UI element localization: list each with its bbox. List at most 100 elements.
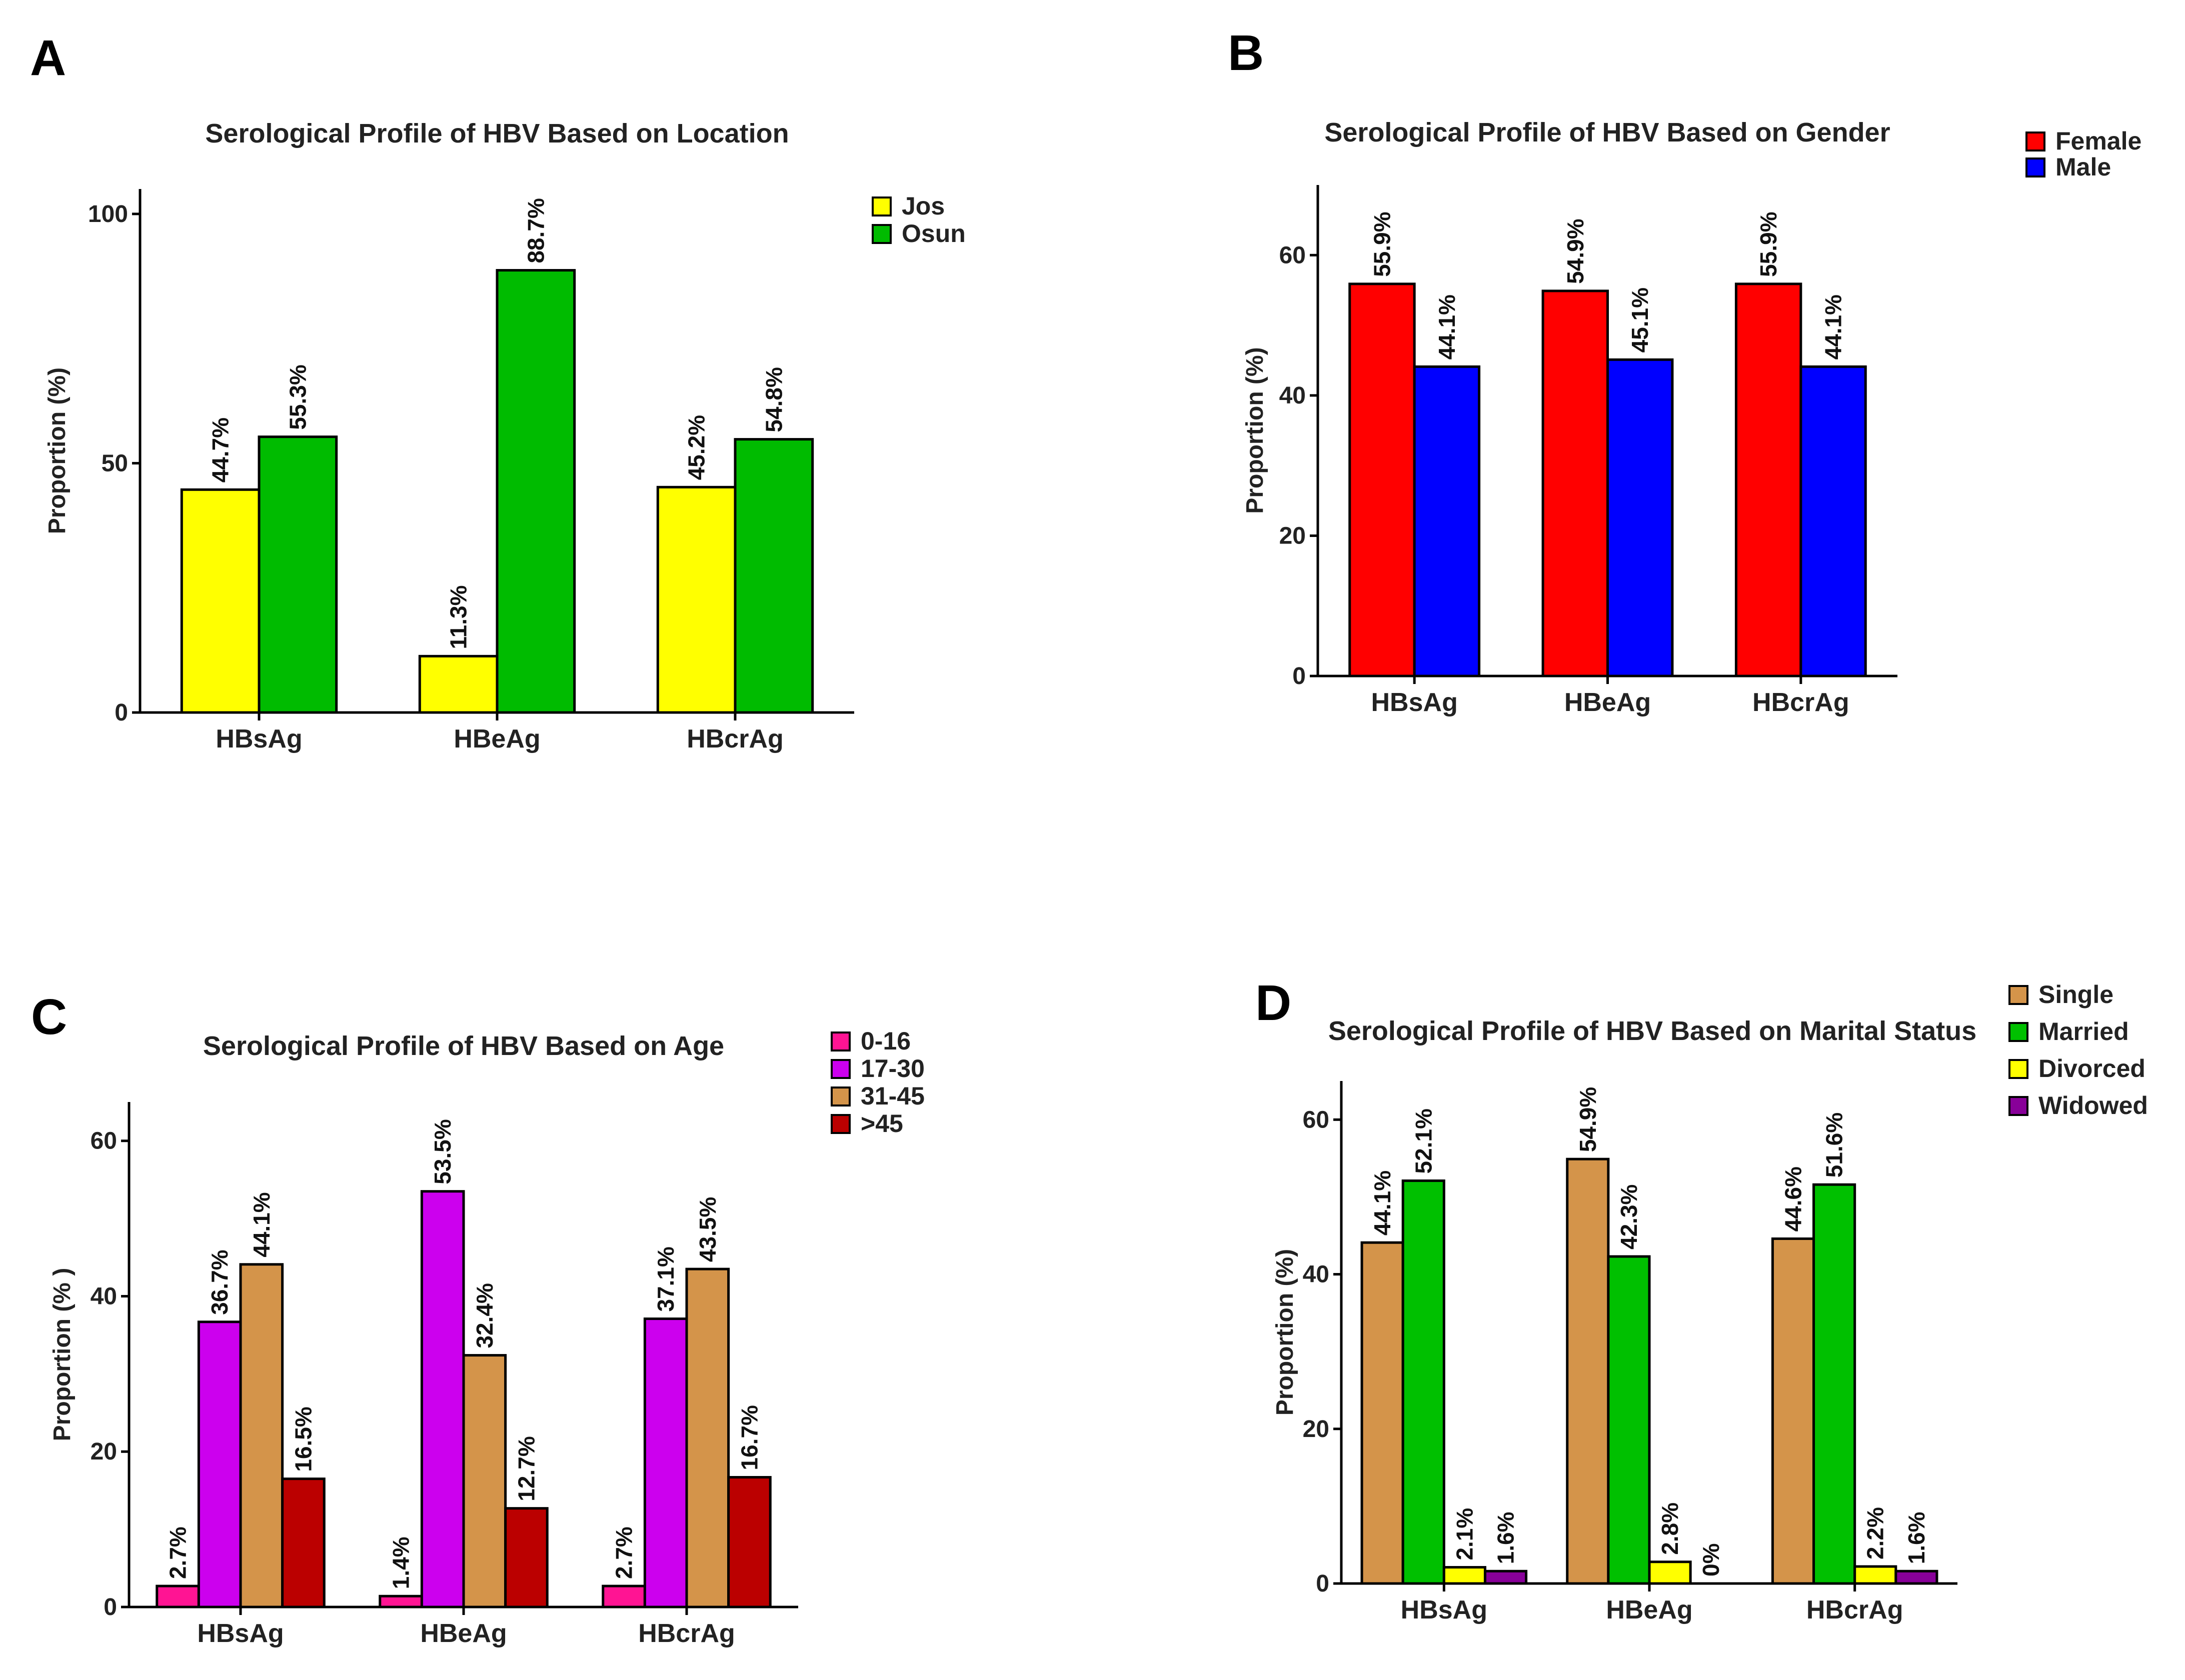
data-label: 55.9%	[1755, 212, 1781, 276]
data-label: 32.4%	[472, 1283, 498, 1348]
x-tick-label: HBsAg	[216, 724, 302, 754]
data-label: 44.7%	[208, 418, 234, 482]
y-tick-label: 0	[104, 1594, 117, 1620]
x-tick-label: HBcrAg	[638, 1619, 735, 1648]
panel-label: D	[1255, 975, 1291, 1031]
data-label: 2.1%	[1451, 1508, 1477, 1560]
data-label: 88.7%	[523, 198, 549, 263]
y-tick-label: 20	[1303, 1416, 1329, 1442]
legend-swatch	[2008, 1059, 2028, 1079]
x-tick-label: HBsAg	[1371, 688, 1457, 717]
legend-label: Male	[2055, 153, 2111, 181]
legend-swatch	[831, 1114, 851, 1134]
bar-osun	[496, 269, 576, 714]
legend-label: Widowed	[2038, 1092, 2148, 1120]
y-axis-label: Proportion (%)	[1242, 347, 1268, 514]
bar-single	[1360, 1241, 1404, 1585]
legend-label: Osun	[902, 220, 966, 248]
data-label: 44.1%	[1369, 1170, 1395, 1236]
data-label: 44.1%	[1820, 294, 1846, 360]
y-tick-label: 20	[1279, 522, 1306, 549]
y-tick-label: 40	[1303, 1262, 1329, 1288]
legend-swatch	[2025, 158, 2045, 178]
bar-016	[379, 1594, 423, 1608]
bar-osun	[258, 436, 338, 714]
data-label: 2.7%	[165, 1526, 191, 1579]
x-tick-label: HBsAg	[197, 1619, 284, 1648]
legend-label: Divorced	[2038, 1054, 2145, 1082]
data-label: 44.1%	[1434, 294, 1460, 360]
chart-title: Serological Profile of HBV Based on Gend…	[1324, 118, 1890, 148]
data-label: 36.7%	[207, 1250, 233, 1314]
data-label: 54.8%	[761, 367, 787, 432]
data-label: 43.5%	[695, 1197, 721, 1262]
bar-45	[727, 1476, 772, 1608]
legend-label: Married	[2038, 1018, 2129, 1046]
bar-1730	[420, 1190, 465, 1608]
y-tick-label: 0	[1316, 1570, 1329, 1597]
legend-swatch	[831, 1086, 851, 1106]
bar-jos	[180, 488, 261, 714]
y-axis-label: Proportion (%)	[1272, 1249, 1298, 1416]
panel-c: C Serological Profile of HBV Based on Age…	[31, 989, 925, 1648]
data-label: 51.6%	[1821, 1112, 1847, 1178]
data-label: 44.1%	[249, 1192, 275, 1257]
data-label: 12.7%	[513, 1436, 539, 1501]
bar-1730	[197, 1320, 242, 1608]
legend-swatch	[2008, 985, 2028, 1005]
data-label: 16.7%	[736, 1405, 762, 1470]
legend-label: Female	[2055, 127, 2141, 155]
y-tick-label: 0	[115, 700, 128, 726]
legend-swatch	[2008, 1096, 2028, 1116]
chart-title: Serological Profile of HBV Based on Mari…	[1328, 1016, 1976, 1046]
bar-45	[504, 1507, 549, 1608]
y-axis-label: Proportion (% )	[49, 1268, 76, 1442]
data-label: 42.3%	[1616, 1184, 1642, 1250]
data-label: 2.8%	[1657, 1502, 1683, 1555]
y-tick-label: 0	[1292, 663, 1306, 690]
bar-3145	[239, 1263, 284, 1608]
data-label: 1.6%	[1493, 1512, 1519, 1564]
chart-title: Serological Profile of HBV Based on Loca…	[205, 118, 789, 148]
x-tick-label: HBeAg	[1606, 1596, 1692, 1624]
bar-divorced	[1442, 1566, 1486, 1585]
y-tick-label: 40	[1279, 382, 1306, 409]
bar-female	[1348, 282, 1416, 678]
data-label: 16.5%	[290, 1406, 316, 1472]
legend-swatch	[2025, 132, 2045, 152]
bar-female	[1541, 290, 1609, 678]
data-label: 11.3%	[446, 585, 472, 649]
x-tick-label: HBeAg	[420, 1619, 507, 1648]
legend-swatch	[831, 1032, 851, 1052]
data-label: 55.3%	[285, 364, 311, 430]
x-tick-label: HBcrAg	[1752, 688, 1849, 717]
y-tick-label: 40	[91, 1283, 117, 1310]
legend-swatch	[872, 196, 892, 216]
data-label: 0%	[1698, 1544, 1724, 1576]
bar-married	[1607, 1255, 1651, 1585]
panel-label: C	[31, 989, 67, 1045]
panel-d: D Serological Profile of HBV Based on Mar…	[1255, 975, 2148, 1624]
data-label: 45.1%	[1627, 288, 1653, 352]
bar-widowed	[1483, 1570, 1528, 1585]
y-axis-label: Proportion (%)	[44, 368, 71, 534]
legend-label: >45	[861, 1110, 903, 1138]
x-tick-label: HBcrAg	[687, 724, 784, 754]
bar-male	[1606, 358, 1674, 678]
data-label: 54.9%	[1562, 218, 1588, 284]
data-label: 44.6%	[1780, 1166, 1806, 1232]
panel-b: B Serological Profile of HBV Based on Gen…	[1228, 25, 2141, 717]
bar-3145	[462, 1354, 507, 1608]
bar-45	[281, 1478, 326, 1608]
panel-label: B	[1228, 25, 1264, 81]
y-tick-label: 100	[88, 201, 128, 228]
data-label: 37.1%	[653, 1246, 679, 1312]
y-tick-label: 20	[91, 1438, 117, 1465]
legend-swatch	[2008, 1022, 2028, 1042]
legend-label: 17-30	[861, 1054, 925, 1082]
data-label: 54.9%	[1575, 1087, 1601, 1152]
bar-016	[602, 1584, 646, 1608]
data-label: 53.5%	[430, 1119, 456, 1184]
bar-divorced	[1853, 1565, 1897, 1585]
